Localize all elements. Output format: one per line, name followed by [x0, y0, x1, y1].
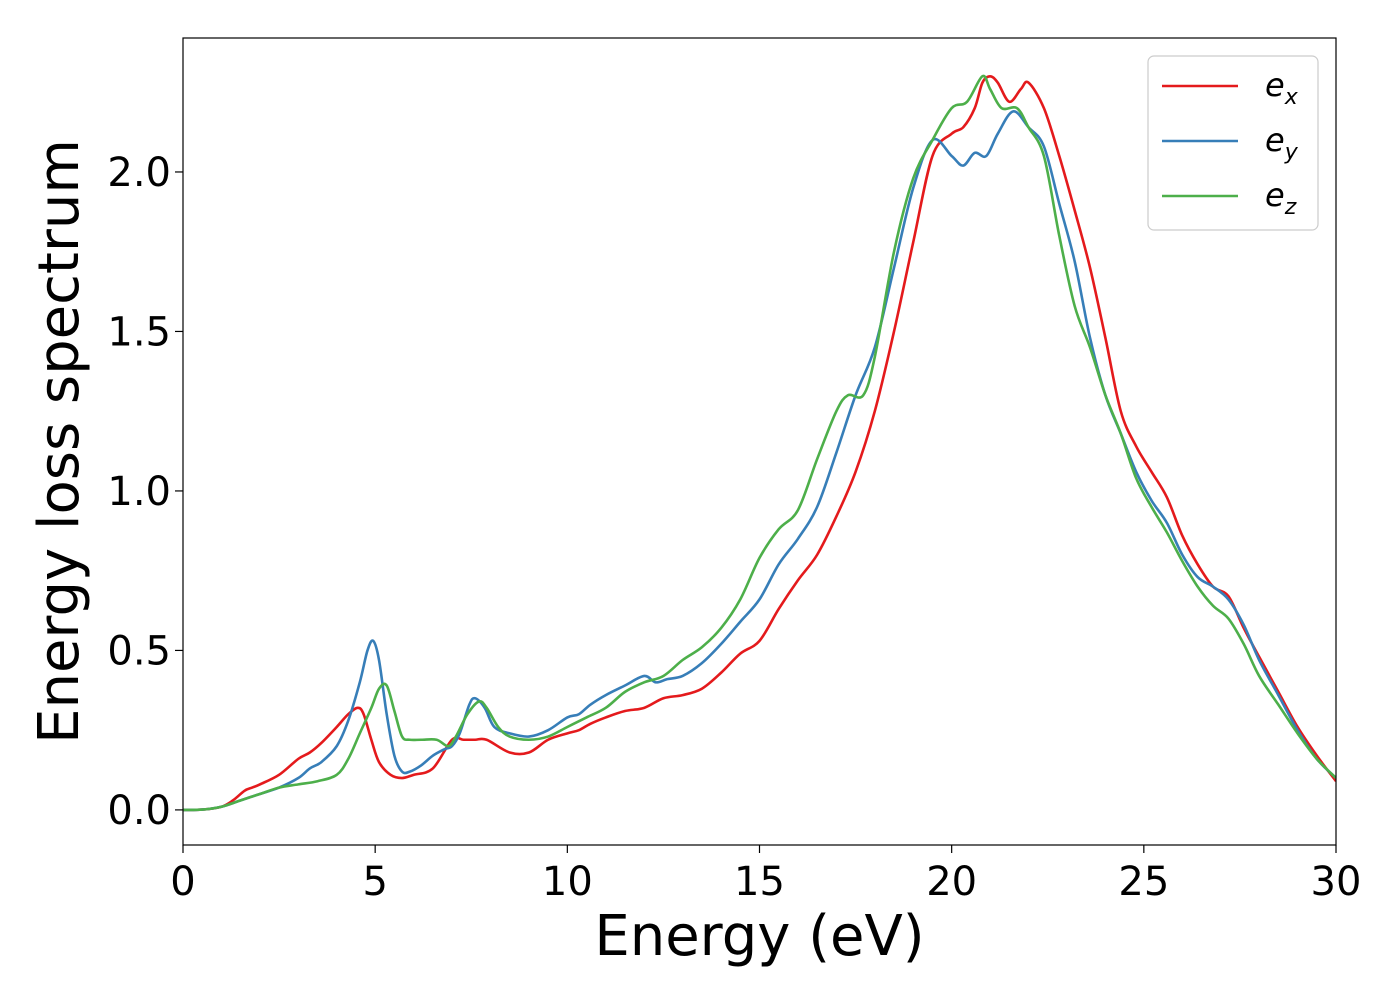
x-tick-label: 0 [170, 859, 195, 905]
x-tick-label: 10 [542, 859, 593, 905]
legend-box [1147, 55, 1319, 231]
x-tick-label: 15 [734, 859, 785, 905]
x-tick-label: 20 [926, 859, 977, 905]
y-tick-label: 0.5 [107, 628, 171, 674]
y-tick-label: 1.0 [107, 469, 171, 515]
y-tick-label: 1.5 [107, 309, 171, 355]
series-line-ex [183, 74, 1336, 812]
y-tick-label: 2.0 [107, 150, 171, 196]
x-axis: 0 5 10 15 20 25 30 [170, 845, 1361, 905]
legend-label: ex [1265, 66, 1299, 110]
x-tick-label: 30 [1311, 859, 1362, 905]
x-axis-label: Energy (eV) [594, 904, 924, 969]
y-axis: 0.0 0.5 1.0 1.5 2.0 [107, 150, 183, 834]
y-axis-label: Energy loss spectrum [27, 139, 92, 744]
plot-area [183, 74, 1336, 812]
series-line-ez [183, 74, 1336, 812]
x-tick-label: 25 [1118, 859, 1169, 905]
plot-frame [182, 37, 1337, 846]
x-tick-label: 5 [362, 859, 387, 905]
y-tick-label: 0.0 [107, 788, 171, 834]
legend-label: ey [1265, 121, 1299, 165]
